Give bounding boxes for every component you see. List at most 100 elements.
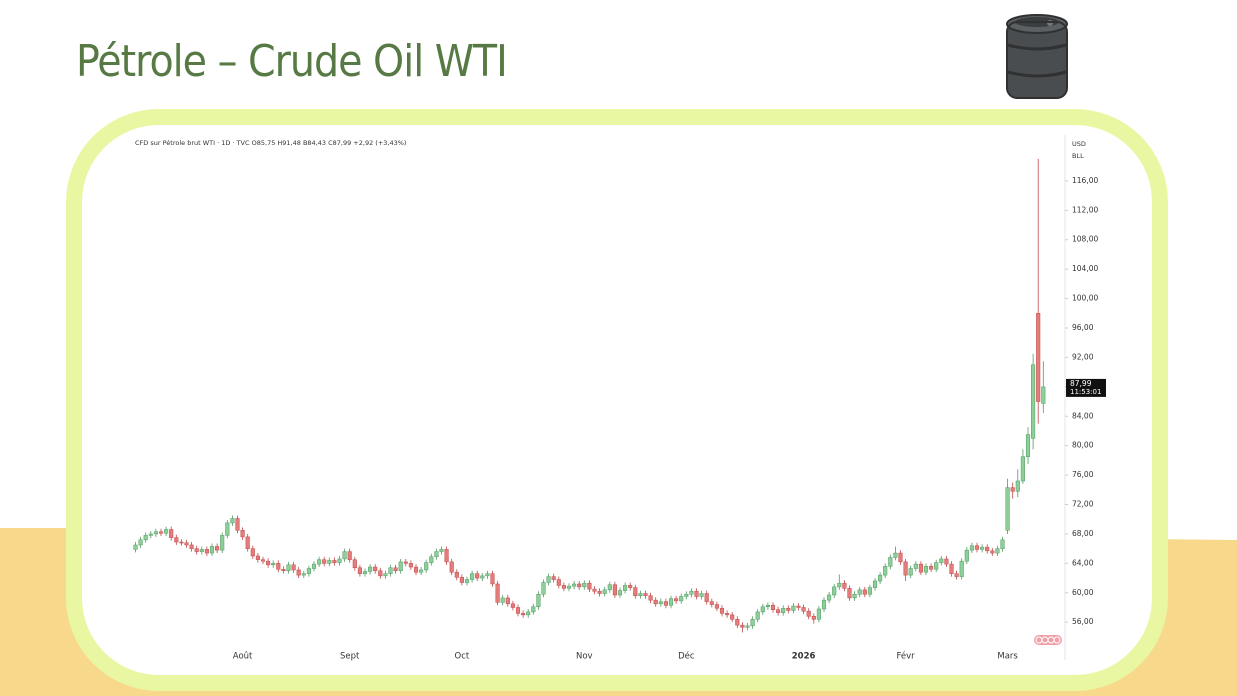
candle-body bbox=[980, 546, 985, 550]
x-tick-label: Sept bbox=[340, 652, 360, 662]
candle-body bbox=[444, 549, 449, 563]
candle-body bbox=[266, 560, 271, 566]
candle-body bbox=[138, 539, 143, 546]
candle-body bbox=[1000, 539, 1005, 549]
candle-body bbox=[281, 568, 286, 571]
candle-body bbox=[857, 589, 862, 595]
candle-body bbox=[510, 603, 515, 608]
candle-body bbox=[164, 529, 169, 534]
candle-body bbox=[704, 593, 709, 602]
y-tick-label: 104,00 bbox=[1072, 264, 1098, 273]
candle-body bbox=[709, 601, 714, 605]
x-tick-label: Mars bbox=[997, 652, 1018, 662]
candle-body bbox=[617, 590, 623, 596]
candle-body bbox=[521, 613, 526, 616]
candle-body bbox=[694, 591, 699, 597]
y-tick-label: 80,00 bbox=[1072, 441, 1094, 450]
candle-body bbox=[342, 551, 347, 560]
y-tick-label: 100,00 bbox=[1072, 294, 1098, 303]
candle-body bbox=[347, 551, 352, 560]
x-tick-label: 2026 bbox=[792, 652, 816, 662]
candle-body bbox=[306, 568, 311, 574]
candle-body bbox=[311, 563, 317, 569]
unit: BLL bbox=[1072, 152, 1084, 160]
y-tick-label: 72,00 bbox=[1072, 500, 1094, 509]
candle-body bbox=[536, 593, 541, 608]
candle-body bbox=[913, 563, 918, 569]
candle-body bbox=[582, 582, 587, 588]
candle-body bbox=[454, 571, 459, 578]
candle-body bbox=[832, 586, 837, 596]
candle-body bbox=[209, 546, 215, 554]
candle-body bbox=[760, 606, 765, 613]
candle-body bbox=[475, 573, 480, 579]
candle-body bbox=[811, 616, 816, 620]
candle-body bbox=[332, 560, 337, 563]
candle-body bbox=[352, 559, 357, 569]
candle-body bbox=[245, 536, 250, 549]
y-tick-label: 64,00 bbox=[1072, 558, 1094, 567]
candle-body bbox=[592, 588, 597, 592]
candle-body bbox=[434, 551, 439, 557]
candle-body bbox=[847, 588, 852, 599]
candle-body bbox=[719, 607, 725, 614]
candle-body bbox=[556, 579, 561, 586]
candle-body bbox=[827, 594, 832, 601]
candle-body bbox=[842, 582, 847, 589]
candle-body bbox=[291, 564, 296, 571]
candle-body bbox=[648, 595, 653, 601]
candle-body bbox=[633, 587, 638, 596]
candle-body bbox=[408, 563, 413, 568]
candle-body bbox=[572, 583, 577, 587]
candle-body bbox=[837, 582, 842, 588]
candle-body bbox=[378, 570, 383, 577]
y-tick-label: 84,00 bbox=[1072, 411, 1094, 420]
y-tick-label: 112,00 bbox=[1072, 205, 1098, 214]
candle-body bbox=[643, 593, 648, 596]
candle-body bbox=[781, 607, 786, 613]
candle-body bbox=[1036, 313, 1041, 402]
candle-body bbox=[974, 545, 980, 550]
candle-body bbox=[658, 601, 663, 605]
candle-body bbox=[1005, 487, 1010, 531]
candle-body bbox=[612, 584, 617, 596]
candle-body bbox=[934, 562, 939, 570]
y-tick-label: 68,00 bbox=[1072, 529, 1094, 538]
candle-body bbox=[801, 607, 806, 612]
frame bbox=[66, 109, 1168, 691]
candle-body bbox=[776, 609, 781, 613]
candle-body bbox=[184, 542, 189, 546]
candle-body bbox=[286, 564, 291, 571]
candle-body bbox=[204, 549, 209, 554]
candle-body bbox=[908, 568, 913, 576]
candle-body bbox=[990, 550, 995, 554]
candle-body bbox=[317, 559, 322, 565]
candle-body bbox=[995, 548, 1000, 554]
candle-body bbox=[403, 561, 408, 564]
candle-body bbox=[531, 606, 536, 613]
candle-body bbox=[745, 625, 750, 628]
candle-body bbox=[755, 611, 760, 620]
x-tick-label: Févr bbox=[897, 651, 916, 662]
candle-body bbox=[954, 573, 959, 577]
candle-body bbox=[362, 571, 368, 574]
candle-body bbox=[1025, 434, 1031, 457]
candle-body bbox=[949, 563, 954, 574]
candle-body bbox=[725, 613, 730, 616]
candle-body bbox=[566, 585, 572, 589]
candle-body bbox=[148, 533, 153, 536]
candle-body bbox=[969, 545, 974, 551]
candle-body bbox=[449, 561, 454, 573]
candle-body bbox=[143, 535, 148, 541]
candle-body bbox=[1015, 480, 1020, 492]
x-tick-label: Août bbox=[233, 652, 253, 662]
candle-body bbox=[878, 574, 883, 582]
candle-body bbox=[546, 576, 551, 583]
candle-body bbox=[765, 605, 770, 608]
candle-body bbox=[199, 549, 204, 552]
candle-body bbox=[735, 619, 740, 626]
candle-body bbox=[495, 583, 500, 603]
candle-body bbox=[500, 597, 505, 603]
candle-body bbox=[194, 548, 199, 552]
